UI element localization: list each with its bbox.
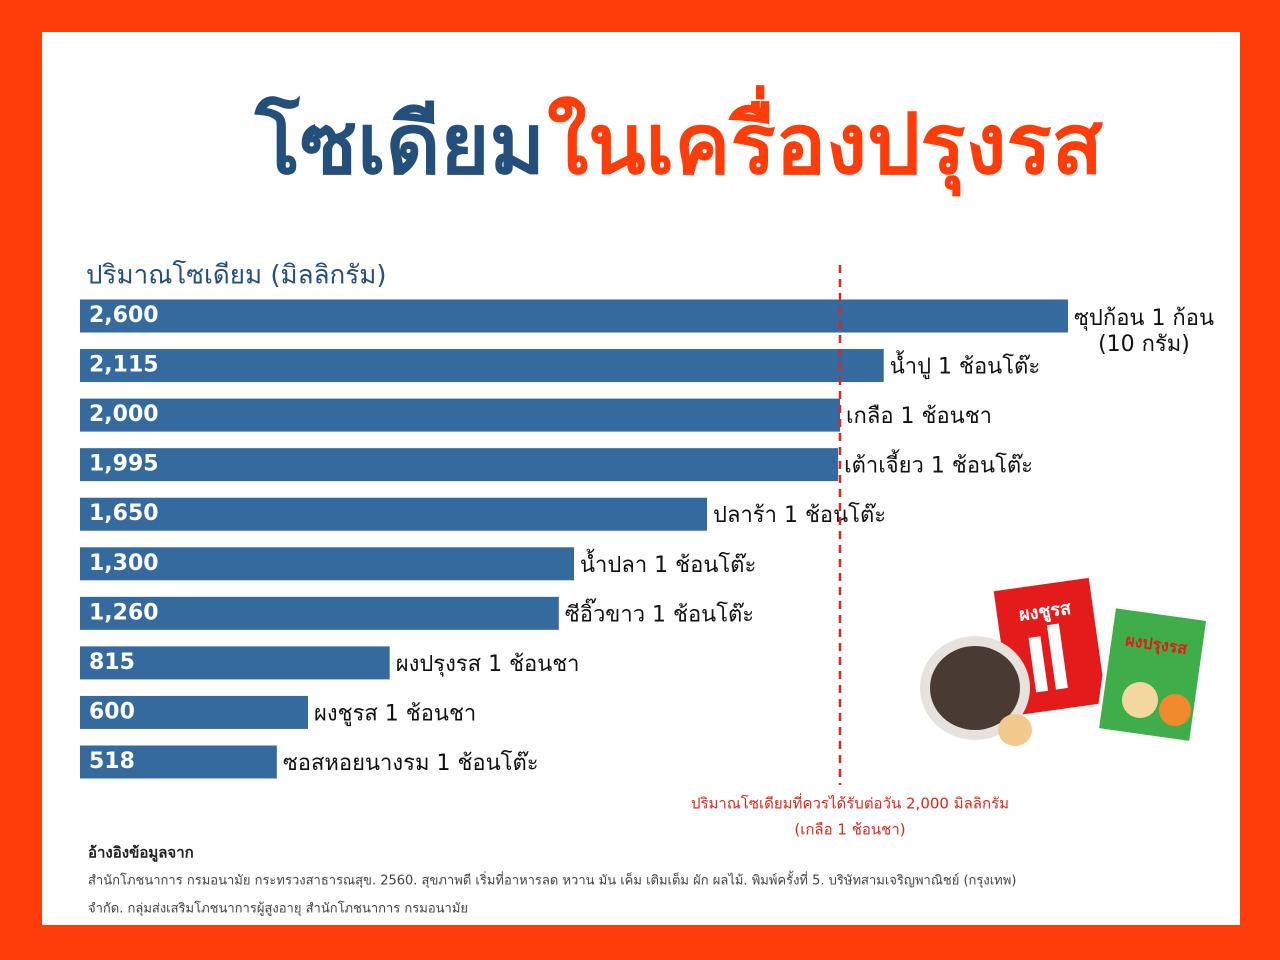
value-label: 1,300: [89, 551, 159, 576]
value-label: 1,995: [89, 452, 159, 477]
source-line: สำนักโภชนาการ กรมอนามัย กระทรวงสาธารณสุข…: [88, 871, 1016, 889]
value-label: 1,260: [89, 600, 159, 625]
category-label: ซอสหอยนางรม 1 ช้อนโต๊ะ: [283, 750, 539, 776]
category-label: น้ำปู 1 ช้อนโต๊ะ: [890, 351, 1040, 380]
bar: [80, 448, 839, 482]
category-label: เกลือ 1 ช้อนชา: [846, 404, 992, 429]
value-label: 2,600: [89, 303, 159, 328]
category-label: ซุปก้อน 1 ก้อน(10 กรัม): [1074, 306, 1214, 357]
bowl-soup: [930, 646, 1020, 730]
bar: [80, 349, 884, 383]
value-label: 1,650: [89, 501, 159, 526]
seasoning-packet: [1094, 603, 1211, 746]
reference-label: (เกลือ 1 ช้อนชา): [794, 821, 905, 839]
value-label: 518: [89, 749, 135, 774]
bar: [80, 497, 707, 531]
value-label: 2,000: [89, 402, 159, 427]
bar: [80, 299, 1068, 333]
source-line: จำกัด. กลุ่มส่งเสริมโภชนาการผู้สูงอายุ ส…: [88, 901, 468, 917]
reference-label: ปริมาณโซเดียมที่ควรได้รับต่อวัน 2,000 มิ…: [691, 793, 1009, 813]
bar: [80, 745, 277, 779]
bar: [80, 646, 390, 680]
category-label: น้ำปลา 1 ช้อนโต๊ะ: [580, 549, 756, 578]
source-heading: อ้างอิงข้อมูลจาก: [88, 844, 194, 863]
value-label: 2,115: [89, 353, 159, 378]
packet-graphic: [1046, 623, 1068, 690]
value-label: 600: [89, 699, 135, 724]
category-label: ผงปรุงรส 1 ช้อนชา: [396, 652, 580, 677]
bar: [80, 398, 840, 432]
food: [1122, 682, 1158, 718]
chart-title: โซเดียม: [254, 95, 545, 193]
value-label: 815: [89, 650, 135, 675]
category-label: ปลาร้า 1 ช้อนโต๊ะ: [713, 502, 886, 528]
illustration: ผงชูรส ผงปรุงรส: [920, 573, 1211, 746]
jar: [998, 714, 1032, 746]
packet-graphic: [1028, 636, 1049, 693]
bar: [80, 695, 308, 729]
chart-title-highlight: ในเครื่องปรุงรส: [547, 85, 1103, 197]
category-label: ผงชูรส 1 ช้อนชา: [314, 701, 476, 726]
bar: [80, 547, 574, 581]
food: [1159, 694, 1191, 726]
bar: [80, 596, 559, 630]
category-label: ซีอิ๊วขาว 1 ช้อนโต๊ะ: [565, 597, 754, 627]
axis-label: ปริมาณโซเดียม (มิลลิกรัม): [86, 260, 387, 291]
category-label: เต้าเจี้ยว 1 ช้อนโต๊ะ: [844, 450, 1033, 479]
